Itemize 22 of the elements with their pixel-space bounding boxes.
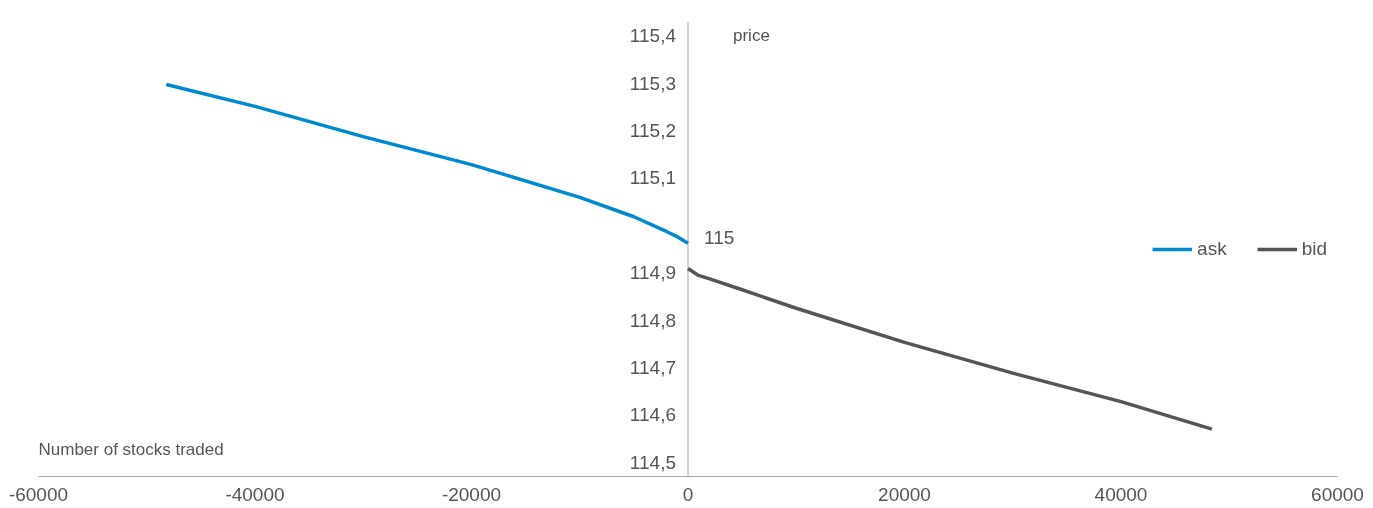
x-tick-label: 20000 [878, 483, 931, 505]
y-tick-label: 115,2 [629, 120, 676, 142]
line-series [686, 266, 1214, 431]
y-tick-label: 114,5 [629, 451, 676, 473]
legend-label: bid [1301, 237, 1327, 260]
legend-label: ask [1197, 237, 1227, 260]
y-tick-label: 115,1 [629, 167, 676, 189]
x-tick-label: 60000 [1311, 483, 1364, 505]
y-tick-label: 114,9 [629, 262, 676, 284]
x-tick-label: -40000 [225, 483, 285, 505]
y-tick-label: 114,8 [629, 309, 676, 331]
y-tick-label: 114,7 [629, 356, 676, 378]
y-axis-title: price [733, 26, 770, 46]
x-tick-label: 0 [682, 483, 694, 505]
x-tick-label: -60000 [8, 483, 69, 505]
y-tick-label: 115,4 [629, 25, 677, 47]
y-tick-label: 115,3 [629, 72, 676, 94]
annotation: 115 [704, 226, 735, 248]
y-tick-label: 114,6 [629, 404, 676, 426]
x-tick-label: 40000 [1094, 483, 1148, 505]
x-axis-title: Number of stocks traded [38, 439, 224, 459]
x-tick-label: -20000 [441, 483, 502, 505]
